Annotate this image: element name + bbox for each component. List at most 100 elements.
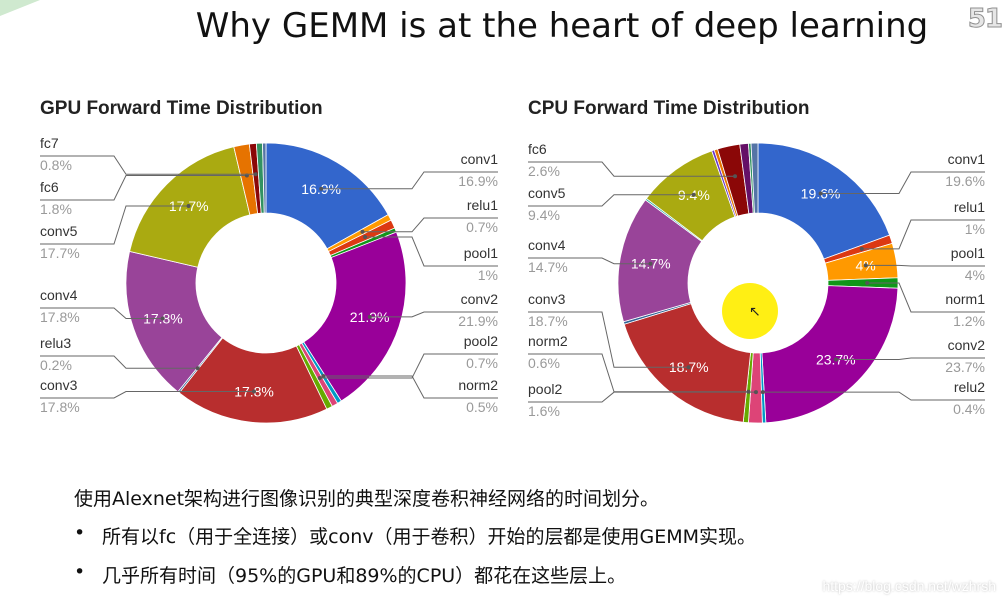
- leader-line: [40, 174, 247, 201]
- legend-percent-fc7: 0.8%: [40, 157, 72, 173]
- legend-label-norm2: norm2: [528, 333, 568, 349]
- charts-svg: GPU Forward Time Distribution 16.9% 21.9% 1…: [40, 98, 986, 424]
- charts-area: GPU Forward Time Distribution 16.9% 21.9% 1…: [0, 80, 1004, 440]
- watermark: https://blog.csdn.net/wzhrsh: [822, 578, 996, 594]
- legend-percent-norm2: 0.5%: [466, 399, 498, 415]
- legend-percent-relu2: 0.4%: [953, 401, 985, 417]
- legend-label-pool2: pool2: [528, 381, 562, 397]
- leader-dot: [863, 263, 868, 268]
- leader-dot: [195, 366, 200, 371]
- description-text: 使用Alexnet架构进行图像识别的典型深度卷积神经网络的时间划分。: [74, 488, 660, 510]
- leader-dot: [367, 314, 372, 319]
- bullet-text: 几乎所有时间（95%的GPU和89%的CPU）都花在这些层上。: [102, 565, 627, 587]
- leader-line: [762, 391, 985, 401]
- legend-label-conv4: conv4: [40, 287, 78, 303]
- legend-label-fc6: fc6: [528, 141, 547, 157]
- legend-label-conv1: conv1: [948, 151, 986, 167]
- pie-slice-conv1: [265, 142, 389, 250]
- leader-dot: [733, 174, 738, 179]
- slide-title: Why GEMM is at the heart of deep learnin…: [195, 6, 929, 46]
- leader-line: [867, 282, 985, 313]
- legend-percent-conv2: 23.7%: [945, 359, 985, 375]
- legend-label-relu3: relu3: [40, 335, 71, 351]
- legend-label-conv2: conv2: [948, 337, 986, 353]
- pie-slice-conv1: [757, 142, 891, 260]
- legend-percent-relu1: 1%: [965, 221, 985, 237]
- legend-label-conv3: conv3: [528, 291, 566, 307]
- bullet-list: • 所有以fc（用于全连接）或conv（用于卷积）开始的层都是使用GEMM实现。 …: [74, 522, 756, 600]
- legend-percent-conv4: 14.7%: [528, 259, 568, 275]
- pie-slice-other: [750, 142, 759, 214]
- legend-label-norm2: norm2: [458, 377, 498, 393]
- leader-dot: [360, 229, 365, 234]
- legend-label-pool1: pool1: [951, 245, 985, 261]
- legend-label-conv5: conv5: [528, 185, 566, 201]
- leader-line: [528, 257, 651, 265]
- legend-percent-fc6: 2.6%: [528, 163, 560, 179]
- legend-label-relu2: relu2: [954, 379, 985, 395]
- leader-dot: [160, 316, 165, 321]
- leader-dot: [686, 365, 691, 370]
- bullet-item: • 所有以fc（用于全连接）或conv（用于卷积）开始的层都是使用GEMM实现。: [74, 522, 756, 549]
- bullet-item: • 几乎所有时间（95%的GPU和89%的CPU）都花在这些层上。: [74, 561, 756, 588]
- legend-percent-pool1: 4%: [965, 267, 985, 283]
- leader-line: [528, 161, 736, 177]
- legend-percent-norm1: 1.2%: [953, 313, 985, 329]
- leader-line: [40, 355, 198, 369]
- leader-line: [323, 375, 498, 399]
- leader-dot: [818, 191, 823, 196]
- leader-dot: [691, 192, 696, 197]
- legend-label-norm1: norm1: [945, 291, 985, 307]
- legend-percent-pool2: 0.7%: [466, 355, 498, 371]
- leader-line: [528, 311, 689, 368]
- chart-title: CPU Forward Time Distribution: [528, 98, 810, 119]
- leader-line: [40, 391, 255, 399]
- legend-label-relu1: relu1: [467, 197, 498, 213]
- leader-line: [365, 236, 498, 267]
- leader-line: [820, 171, 985, 195]
- leader-line: [528, 194, 694, 207]
- pie-slice-other: [262, 142, 267, 214]
- legend-percent-conv3: 18.7%: [528, 313, 568, 329]
- legend-label-pool2: pool2: [464, 333, 498, 349]
- leader-line: [369, 311, 498, 318]
- legend-percent-conv5: 9.4%: [528, 207, 560, 223]
- leader-line: [40, 205, 189, 245]
- bullet-dot-icon: •: [74, 522, 86, 544]
- leader-line: [835, 357, 985, 360]
- chart-title: GPU Forward Time Distribution: [40, 98, 323, 119]
- bullet-dot-icon: •: [74, 561, 86, 583]
- legend-label-conv3: conv3: [40, 377, 78, 393]
- mouse-cursor-icon: ↖: [749, 304, 761, 320]
- legend-label-relu1: relu1: [954, 199, 985, 215]
- leader-dot: [648, 261, 653, 266]
- leader-line: [865, 264, 985, 267]
- leader-line: [319, 353, 498, 379]
- legend-percent-conv2: 21.9%: [458, 313, 498, 329]
- corner-decoration: [0, 0, 40, 16]
- leader-dot: [252, 389, 257, 394]
- leader-dot: [865, 281, 870, 285]
- legend-percent-relu3: 0.2%: [40, 357, 72, 373]
- leader-dot: [833, 357, 838, 362]
- gpu-donut-chart: GPU Forward Time Distribution 16.9% 21.9% 1…: [40, 98, 499, 424]
- legend-label-conv5: conv5: [40, 223, 78, 239]
- legend-label-fc6: fc6: [40, 179, 59, 195]
- cpu-donut-chart: CPU Forward Time Distribution 19.6% 4% 23.7…: [528, 98, 986, 424]
- leader-line: [40, 155, 256, 175]
- leader-dot: [321, 373, 326, 378]
- leader-dot: [317, 376, 322, 381]
- legend-percent-conv1: 16.9%: [458, 173, 498, 189]
- leader-line: [321, 171, 498, 190]
- legend-percent-pool2: 1.6%: [528, 403, 560, 419]
- pie-slice-conv2: [303, 231, 407, 402]
- legend-percent-conv5: 17.7%: [40, 245, 80, 261]
- legend-percent-norm2: 0.6%: [528, 355, 560, 371]
- leader-line: [362, 217, 498, 233]
- cursor-highlight: [722, 283, 778, 339]
- page-number: 51: [967, 4, 1003, 35]
- legend-percent-fc6: 1.8%: [40, 201, 72, 217]
- leader-dot: [746, 389, 751, 394]
- legend-label-pool1: pool1: [464, 245, 498, 261]
- legend-label-conv2: conv2: [461, 291, 499, 307]
